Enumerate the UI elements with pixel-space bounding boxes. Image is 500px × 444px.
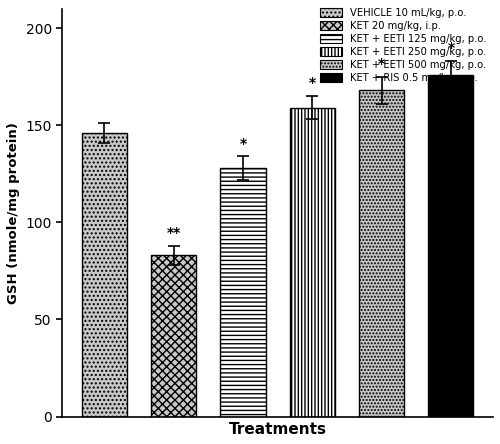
Bar	[220, 168, 266, 416]
Legend: VEHICLE 10 mL/kg, p.o., KET 20 mg/kg, i.p., KET + EETI 125 mg/kg, p.o., KET + EE: VEHICLE 10 mL/kg, p.o., KET 20 mg/kg, i.…	[318, 6, 488, 85]
Y-axis label: GSH (nmole/mg protein): GSH (nmole/mg protein)	[7, 122, 20, 304]
Text: *: *	[448, 41, 454, 56]
Text: *: *	[240, 136, 246, 151]
Text: *: *	[378, 57, 385, 71]
X-axis label: Treatments: Treatments	[228, 422, 326, 437]
Bar	[151, 255, 196, 416]
Bar	[359, 90, 404, 416]
Bar	[290, 108, 335, 416]
Bar	[428, 75, 474, 416]
Bar	[82, 133, 127, 416]
Text: **: **	[166, 226, 181, 240]
Text: *: *	[309, 76, 316, 90]
